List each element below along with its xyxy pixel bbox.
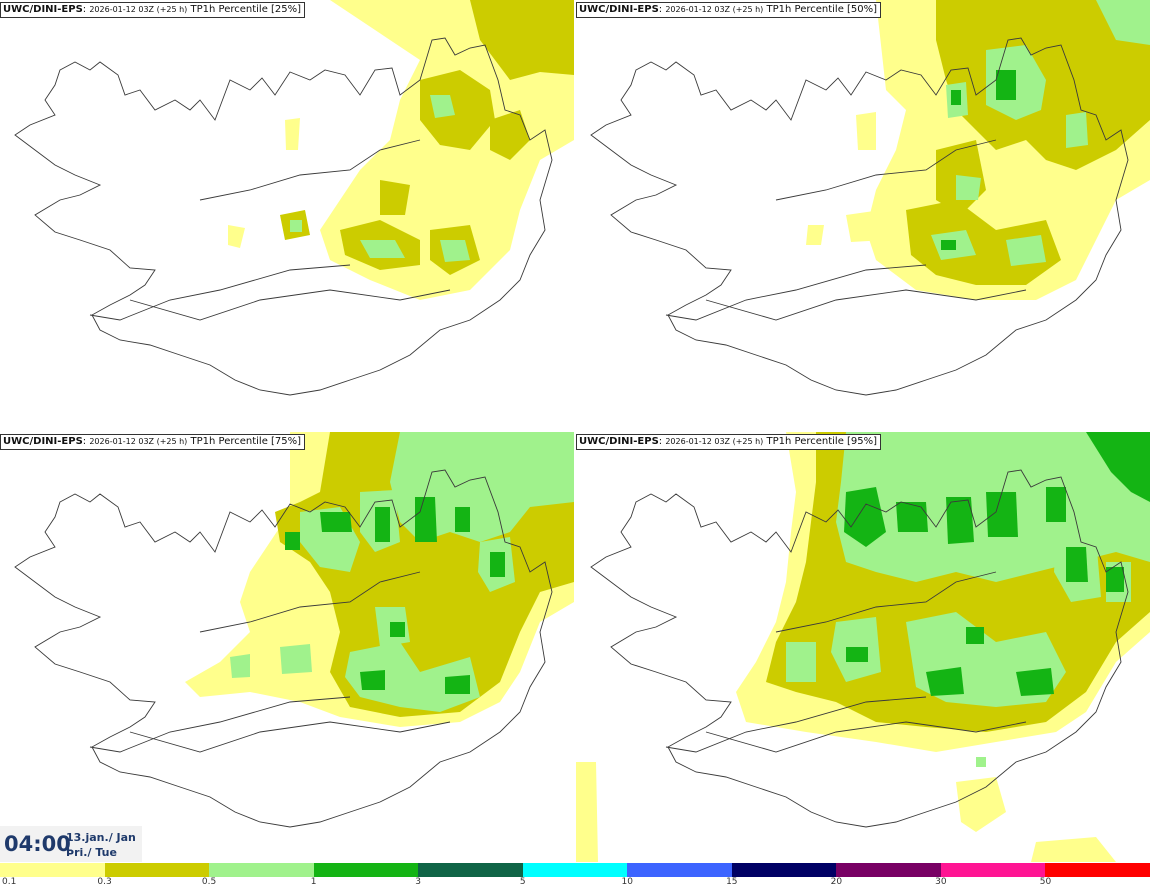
colorbar-swatch <box>209 863 314 877</box>
colorbar-tick-label: 3 <box>415 877 422 887</box>
panel-title: UWC/DINI-EPS: 2026-01-12 03Z (+25 h) TP1… <box>576 434 882 450</box>
panel-title: UWC/DINI-EPS: 2026-01-12 03Z (+25 h) TP1… <box>0 434 306 450</box>
panel-title: UWC/DINI-EPS: 2026-01-12 03Z (+25 h) TP1… <box>0 2 306 18</box>
colorbar-swatch <box>836 863 941 877</box>
precip-map-p25 <box>14 0 574 396</box>
colorbar-swatch <box>0 863 105 877</box>
map-panel-p75: UWC/DINI-EPS: 2026-01-12 03Z (+25 h) TP1… <box>0 432 574 862</box>
colorbar-tick-label: 5 <box>519 877 526 887</box>
run-time: 2026-01-12 03Z (+25 h) <box>665 5 764 14</box>
colorbar-swatch <box>522 863 628 877</box>
product-name: TP1h Percentile [95%] <box>766 436 878 447</box>
colorbar-tick-label: 0.3 <box>97 877 112 887</box>
valid-date-line1: 13.jan./ Jan <box>66 831 136 844</box>
model-name: UWC/DINI-EPS <box>3 4 83 15</box>
valid-time-clock: 04:00 <box>4 832 71 856</box>
colorbar-swatch <box>731 863 837 877</box>
precip-map-p95 <box>576 432 1150 862</box>
map-panel-p95: UWC/DINI-EPS: 2026-01-12 03Z (+25 h) TP1… <box>576 432 1150 862</box>
colorbar-swatch <box>1045 863 1150 877</box>
model-name: UWC/DINI-EPS <box>579 436 659 447</box>
model-name: UWC/DINI-EPS <box>3 436 83 447</box>
colorbar-swatch <box>104 863 210 877</box>
colorbar-tick-label: 1 <box>310 877 317 887</box>
panel-title: UWC/DINI-EPS: 2026-01-12 03Z (+25 h) TP1… <box>576 2 882 18</box>
colorbar-tick-label: 10 <box>621 877 633 887</box>
product-name: TP1h Percentile [25%] <box>190 4 302 15</box>
model-name: UWC/DINI-EPS <box>579 4 659 15</box>
precip-map-p75 <box>14 432 574 828</box>
product-name: TP1h Percentile [50%] <box>766 4 878 15</box>
colorbar-tick-label: 15 <box>726 877 738 887</box>
colorbar-tick-label: 0.1 <box>2 877 17 887</box>
run-time: 2026-01-12 03Z (+25 h) <box>665 437 764 446</box>
map-panel-p25: UWC/DINI-EPS: 2026-01-12 03Z (+25 h) TP1… <box>0 0 574 430</box>
product-name: TP1h Percentile [75%] <box>190 436 302 447</box>
colorbar-swatch <box>418 863 523 877</box>
valid-date-line2: Þri./ Tue <box>66 846 117 859</box>
colorbar-tick-label: 30 <box>935 877 947 887</box>
precip-colorbar <box>0 863 1150 877</box>
colorbar-tick-label: 50 <box>1039 877 1052 887</box>
valid-time-box: 04:00 13.jan./ Jan Þri./ Tue <box>0 826 142 862</box>
colorbar-tick-label: 0.5 <box>201 877 217 887</box>
colorbar-swatch <box>940 863 1046 877</box>
colorbar-labels: 0.1 0.3 0.5 1 3 5 10 15 20 30 50 <box>0 877 1150 891</box>
run-time: 2026-01-12 03Z (+25 h) <box>89 5 188 14</box>
map-panel-p50: UWC/DINI-EPS: 2026-01-12 03Z (+25 h) TP1… <box>576 0 1150 430</box>
colorbar-swatch <box>627 863 732 877</box>
colorbar-tick-label: 20 <box>830 877 843 887</box>
run-time: 2026-01-12 03Z (+25 h) <box>89 437 188 446</box>
precip-map-p50 <box>590 0 1150 396</box>
colorbar-swatch <box>313 863 419 877</box>
